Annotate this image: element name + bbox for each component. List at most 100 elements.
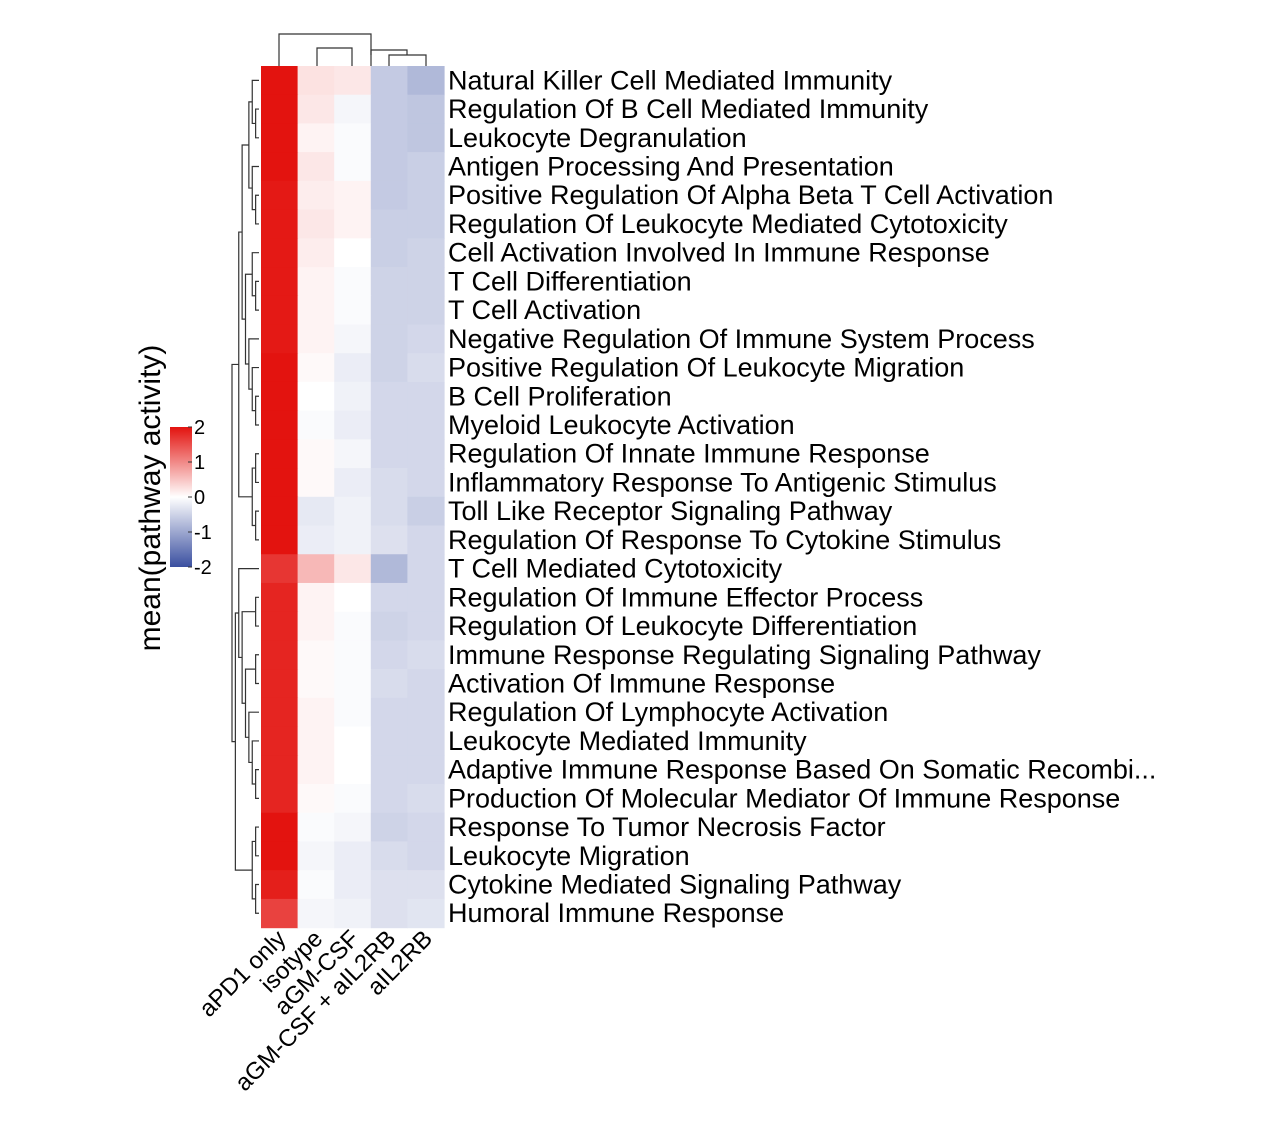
heatmap-cell [370,611,408,641]
heatmap-cell [334,295,372,326]
heatmap-cell [261,841,299,871]
row-label: Regulation Of Leukocyte Mediated Cytotox… [448,209,1008,239]
heatmap-cell [334,812,372,843]
heatmap-cell [370,898,408,929]
heatmap-cell [370,554,408,584]
heatmap-cell [370,726,408,756]
heatmap-cell [297,439,335,469]
heatmap-cell [334,94,372,125]
heatmap-cell [261,611,299,641]
heatmap-cell [407,123,445,153]
row-label: Regulation Of B Cell Mediated Immunity [448,94,929,124]
heatmap-cell [297,525,335,555]
heatmap-cell [407,238,445,268]
dendrogram-branch [255,883,259,914]
heatmap-cell [370,697,408,728]
heatmap-cell [370,525,408,555]
heatmap-cell [261,640,299,670]
heatmap-cell [407,496,445,527]
row-label: Cell Activation Involved In Immune Respo… [448,238,990,268]
heatmap-cell [370,439,408,469]
heatmap-cell [261,582,299,613]
heatmap-cell [261,870,299,900]
heatmap-cell [261,410,299,440]
heatmap-cell [261,784,299,814]
heatmap-cell [407,381,445,412]
heatmap-cell [297,611,335,641]
heatmap-cell [261,180,299,211]
heatmap-cell [297,669,335,699]
heatmap-cell [334,439,372,469]
heatmap-cell [407,94,445,125]
heatmap-cell [334,152,372,182]
dendrogram-branch [255,596,259,627]
row-label: Adaptive Immune Response Based On Somati… [448,755,1156,785]
heatmap-cell [370,324,408,354]
heatmap-cell [334,726,372,756]
row-label: Response To Tumor Necrosis Factor [448,812,886,842]
heatmap-cell [334,784,372,814]
heatmap-cell [407,582,445,613]
heatmap-cell [370,152,408,182]
heatmap-cell [297,209,335,239]
dendrogram-branch [255,194,259,225]
heatmap-cells [261,66,445,929]
heatmap-cell [370,353,408,383]
heatmap-cell [297,841,335,871]
heatmap-cell [261,726,299,756]
row-label: Humoral Immune Response [448,898,784,928]
heatmap-cell [407,525,445,555]
heatmap-cell [370,468,408,498]
heatmap-cell [334,525,372,555]
heatmap-cell [297,180,335,211]
heatmap-cell [261,353,299,383]
row-label: Leukocyte Degranulation [448,123,747,153]
heatmap-cell [370,640,408,670]
heatmap-cell [334,267,372,297]
colorbar-tick-label: -1 [194,522,212,544]
heatmap-cell [261,324,299,354]
heatmap-cell [334,123,372,153]
row-label: Antigen Processing And Presentation [448,152,894,182]
row-label: Inflammatory Response To Antigenic Stimu… [448,467,997,497]
heatmap-cell [297,582,335,613]
heatmap-cell [407,841,445,871]
row-label: T Cell Mediated Cytotoxicity [448,554,783,584]
heatmap-cell [261,123,299,153]
colorbar-legend: 2 1 0 -1 -2 [170,417,212,579]
heatmap-cell [407,669,445,699]
heatmap-cell [297,726,335,756]
heatmap-cell [297,123,335,153]
heatmap-cell [407,640,445,670]
heatmap-cell [334,324,372,354]
column-dendrogram [278,33,427,66]
heatmap-cell [261,697,299,728]
row-label: Leukocyte Migration [448,841,690,871]
heatmap-cell [407,267,445,297]
heatmap-cell [261,295,299,326]
row-label: Regulation Of Leukocyte Differentiation [448,611,917,641]
heatmap-cell [370,267,408,297]
heatmap-cell [407,611,445,641]
heatmap-cell [370,870,408,900]
heatmap-cell [370,784,408,814]
heatmap-cell [297,468,335,498]
row-label: T Cell Differentiation [448,266,692,296]
heatmap-cell [261,66,299,96]
colorbar-gradient [170,427,192,567]
colorbar-tick-label: 2 [194,417,205,439]
heatmap-cell [297,784,335,814]
heatmap-cell [407,66,445,96]
heatmap-cell [407,784,445,814]
dendrogram-branch [248,338,259,390]
heatmap-cell [334,640,372,670]
colorbar-tick-label: 1 [194,452,205,474]
row-label: Regulation Of Lymphocyte Activation [448,697,888,727]
heatmap-cell [261,525,299,555]
row-label: Activation Of Immune Response [448,668,835,698]
row-label: Negative Regulation Of Immune System Pro… [448,324,1035,354]
heatmap-cell [370,410,408,440]
heatmap-cell [297,496,335,527]
dendrogram-branch [255,654,259,685]
